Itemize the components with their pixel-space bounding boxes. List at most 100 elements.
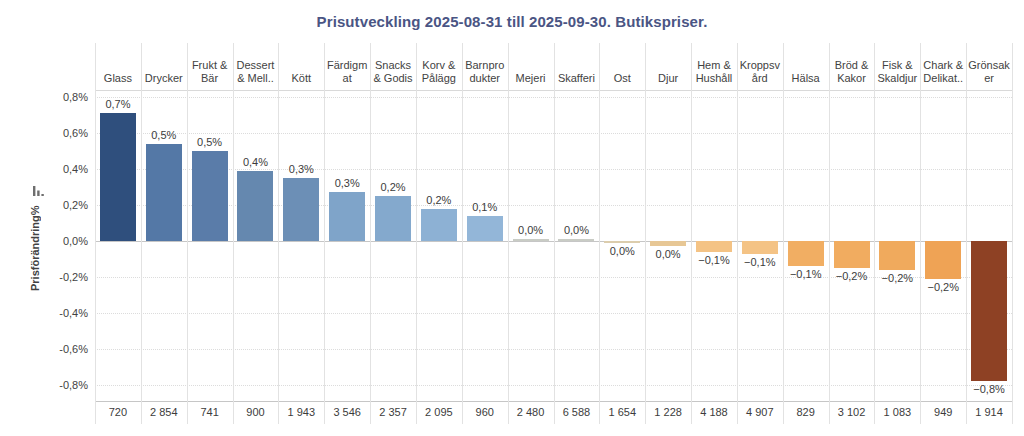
column-header-chark-delikat-[interactable]: Chark & Delikat..	[920, 43, 966, 90]
column-header-gr-nsaker[interactable]: Grönsak er	[966, 43, 1012, 90]
count-value: 3 102	[829, 405, 875, 419]
count-value: 949	[920, 405, 966, 419]
bar-dessert-mell-[interactable]	[237, 171, 273, 241]
y-tick-label: 0,4%	[32, 163, 88, 176]
count-value: 1 228	[645, 405, 691, 419]
bar-barnprodukter[interactable]	[467, 216, 503, 241]
count-value: 741	[187, 405, 233, 419]
column-separator	[874, 43, 875, 424]
column-separator	[187, 43, 188, 424]
bar-value-label: −0,1%	[737, 256, 783, 269]
count-value: 2 095	[416, 405, 462, 419]
bar-hem-hush-ll[interactable]	[696, 241, 732, 252]
bar-h-lsa[interactable]	[788, 241, 824, 266]
bar-snacks-godis[interactable]	[375, 196, 411, 241]
y-tick-label: 0,8%	[32, 91, 88, 104]
bar-value-label: −0,1%	[783, 268, 829, 281]
bar-frukt-b-r[interactable]	[192, 151, 228, 241]
column-separator	[645, 43, 646, 424]
column-separator	[462, 43, 463, 424]
bar-f-rdigmat[interactable]	[329, 192, 365, 241]
column-header-kroppsv-rd[interactable]: Kroppsv ård	[737, 43, 783, 90]
count-value: 4 907	[737, 405, 783, 419]
column-separator	[691, 43, 692, 424]
column-separator	[141, 43, 142, 424]
column-separator	[416, 43, 417, 424]
column-separator	[1012, 43, 1013, 424]
column-header-f-rdigmat[interactable]: Färdigm at	[324, 43, 370, 90]
count-value: 4 188	[691, 405, 737, 419]
bar-br-d-kakor[interactable]	[834, 241, 870, 268]
bar-value-label: 0,7%	[95, 98, 141, 111]
column-header-skafferi[interactable]: Skafferi	[554, 43, 600, 90]
count-value: 2 357	[370, 405, 416, 419]
bar-glass[interactable]	[100, 113, 136, 241]
bar-value-label: 0,4%	[233, 156, 279, 169]
bar-value-label: 0,0%	[508, 224, 554, 237]
column-header-ost[interactable]: Ost	[599, 43, 645, 90]
column-header-drycker[interactable]: Drycker	[141, 43, 187, 90]
column-header-djur[interactable]: Djur	[645, 43, 691, 90]
column-separator	[370, 43, 371, 424]
column-header-mejeri[interactable]: Mejeri	[508, 43, 554, 90]
column-separator	[966, 43, 967, 424]
bar-value-label: 0,2%	[370, 181, 416, 194]
bar-drycker[interactable]	[146, 144, 182, 241]
bar-k-tt[interactable]	[283, 178, 319, 241]
count-value: 1 943	[278, 405, 324, 419]
count-value: 900	[233, 405, 279, 419]
bar-kroppsv-rd[interactable]	[742, 241, 778, 254]
bar-value-label: −0,2%	[829, 270, 875, 283]
column-separator	[278, 43, 279, 424]
count-value: 720	[95, 405, 141, 419]
y-tick-label: -0,2%	[32, 271, 88, 284]
bar-value-label: −0,2%	[874, 272, 920, 285]
column-separator	[920, 43, 921, 424]
column-header-barnprodukter[interactable]: Barnpro dukter	[462, 43, 508, 90]
bar-gr-nsaker[interactable]	[971, 241, 1007, 381]
bar-value-label: −0,1%	[691, 254, 737, 267]
count-value: 960	[462, 405, 508, 419]
chart-title: Prisutveckling 2025-08-31 till 2025-09-3…	[0, 13, 1024, 30]
column-header-hem-hush-ll[interactable]: Hem & Hushåll	[691, 43, 737, 90]
count-value: 1 083	[874, 405, 920, 419]
y-axis-title: Prisförändring%	[27, 196, 43, 300]
bar-value-label: −0,8%	[966, 383, 1012, 396]
bar-value-label: 0,0%	[645, 248, 691, 261]
bar-korv-p-l-gg[interactable]	[421, 209, 457, 241]
price-change-bar-chart: Prisutveckling 2025-08-31 till 2025-09-3…	[0, 0, 1024, 436]
count-value: 1 654	[599, 405, 645, 419]
column-header-glass[interactable]: Glass	[95, 43, 141, 90]
count-value: 2 854	[141, 405, 187, 419]
bar-fisk-skaldjur[interactable]	[879, 241, 915, 270]
count-value: 1 914	[966, 405, 1012, 419]
column-separator	[829, 43, 830, 424]
bar-value-label: 0,5%	[141, 129, 187, 142]
bar-value-label: 0,3%	[278, 163, 324, 176]
bar-value-label: 0,2%	[416, 194, 462, 207]
count-value: 3 546	[324, 405, 370, 419]
bar-djur[interactable]	[650, 241, 686, 246]
column-header-korv-p-l-gg[interactable]: Korv & Pålägg	[416, 43, 462, 90]
bar-ost[interactable]	[604, 241, 640, 243]
count-value: 6 588	[554, 405, 600, 419]
column-header-dessert-mell-[interactable]: Dessert & Mell..	[233, 43, 279, 90]
column-separator	[324, 43, 325, 424]
column-header-h-lsa[interactable]: Hälsa	[783, 43, 829, 90]
y-tick-label: 0,0%	[32, 235, 88, 248]
column-separator	[737, 43, 738, 424]
count-value: 829	[783, 405, 829, 419]
y-tick-label: -0,4%	[32, 307, 88, 320]
y-tick-label: 0,2%	[32, 199, 88, 212]
column-header-k-tt[interactable]: Kött	[278, 43, 324, 90]
column-separator	[599, 43, 600, 424]
bar-skafferi[interactable]	[558, 239, 594, 241]
column-header-br-d-kakor[interactable]: Bröd & Kakor	[829, 43, 875, 90]
column-header-frukt-b-r[interactable]: Frukt & Bär	[187, 43, 233, 90]
bar-mejeri[interactable]	[513, 239, 549, 241]
column-header-fisk-skaldjur[interactable]: Fisk & Skaldjur	[874, 43, 920, 90]
y-tick-label: -0,6%	[32, 343, 88, 356]
column-header-snacks-godis[interactable]: Snacks & Godis	[370, 43, 416, 90]
bar-chark-delikat-[interactable]	[925, 241, 961, 279]
bar-value-label: −0,2%	[920, 281, 966, 294]
